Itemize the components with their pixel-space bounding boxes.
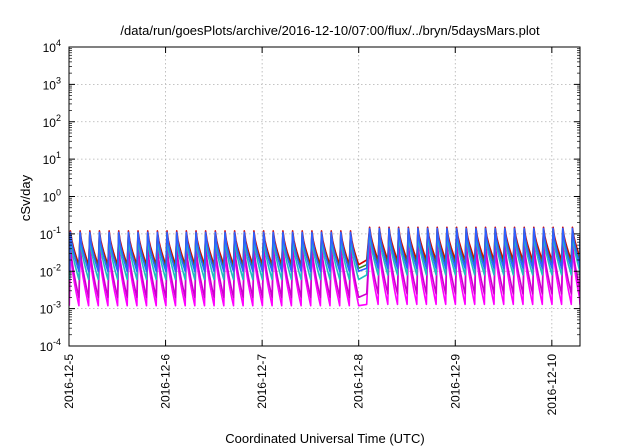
y-tick-base: 10	[40, 265, 54, 279]
series-line	[69, 227, 580, 273]
y-tick-exponent: 4	[56, 38, 61, 48]
y-tick-exponent: -3	[53, 300, 61, 310]
y-tick-base: 10	[43, 116, 57, 130]
y-tick-base: 10	[40, 303, 54, 317]
y-tick-exponent: -1	[53, 225, 61, 235]
y-tick-label: 102	[43, 113, 61, 130]
series-layer	[69, 226, 580, 307]
y-tick-label: 10-3	[40, 300, 61, 317]
y-tick-label: 10-2	[40, 262, 61, 279]
y-tick-base: 10	[40, 340, 54, 354]
y-tick-base: 10	[43, 153, 57, 167]
y-tick-exponent: -4	[53, 337, 61, 347]
x-tick-label: 2016-12-5	[62, 354, 76, 409]
series-line	[69, 226, 580, 266]
y-axis-label: cSv/day	[18, 174, 33, 221]
x-axis-label: Coordinated Universal Time (UTC)	[225, 431, 424, 446]
y-tick-label: 103	[43, 75, 61, 92]
y-tick-exponent: 2	[56, 113, 61, 123]
y-tick-exponent: 3	[56, 75, 61, 85]
y-tick-label: 10-1	[40, 225, 61, 242]
x-tick-label: 2016-12-10	[545, 354, 559, 416]
y-tick-base: 10	[43, 41, 57, 55]
y-tick-label: 10-4	[40, 337, 61, 354]
y-tick-label: 104	[43, 38, 61, 55]
x-tick-label: 2016-12-9	[448, 354, 462, 409]
y-tick-base: 10	[40, 228, 54, 242]
x-tick-label: 2016-12-8	[352, 354, 366, 409]
y-tick-label: 101	[43, 150, 61, 167]
y-tick-exponent: 0	[56, 188, 61, 198]
y-tick-base: 10	[43, 78, 57, 92]
chart-title: /data/run/goesPlots/archive/2016-12-10/0…	[120, 23, 540, 38]
y-tick-exponent: -2	[53, 262, 61, 272]
y-tick-label: 100	[43, 188, 61, 205]
x-axis: 2016-12-5 2016-12-6 2016-12-7 2016-12-8 2016…	[62, 47, 559, 415]
y-tick-base: 10	[43, 191, 57, 205]
y-tick-exponent: 1	[56, 150, 61, 160]
x-tick-label: 2016-12-6	[159, 354, 173, 409]
x-tick-label: 2016-12-7	[255, 354, 269, 409]
